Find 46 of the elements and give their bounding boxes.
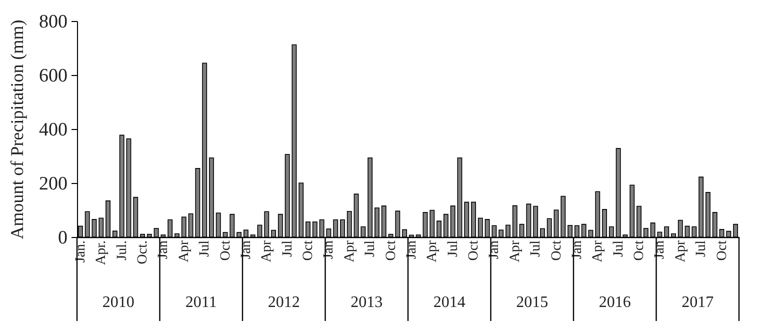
x-tick-label: Apr: [425, 240, 440, 262]
x-tick-label: Jan: [156, 240, 172, 260]
y-tick-label: 800: [39, 12, 68, 32]
text: 2011: [185, 294, 217, 311]
x-tick-label: Oct: [714, 240, 730, 261]
x-tick-label: Jan: [322, 240, 337, 260]
x-tick-label: Oct: [632, 240, 648, 261]
x-tick-label: Oct: [549, 240, 564, 261]
x-tick-label: Jan: [570, 240, 585, 260]
x-tick-label: Apr: [342, 240, 358, 262]
x-tick-label: Jul: [363, 240, 378, 257]
x-tick-label: Apr: [176, 240, 192, 262]
y-axis-title: Amount of Precipitation (mm): [7, 20, 27, 240]
text: 2013: [350, 294, 383, 311]
x-tick-label: Jan: [487, 240, 502, 260]
text: 2015: [516, 294, 548, 311]
x-tick-label: Jul: [446, 240, 461, 257]
x-tick-label: Jan: [238, 240, 254, 260]
text: 2017: [682, 294, 714, 311]
x-tick-label: Jan.: [73, 240, 88, 263]
y-tick-label: 0: [58, 228, 68, 248]
x-tick-label: Jan: [404, 240, 420, 260]
y-tick-label: 400: [39, 120, 68, 140]
x-tick-label: Jul: [694, 240, 710, 257]
x-tick-label: Oct: [301, 240, 316, 261]
x-tick-label: Oct: [218, 240, 234, 261]
x-tick-label: Apr: [590, 240, 606, 262]
x-tick-label: Apr: [673, 240, 688, 262]
text: 2010: [102, 294, 134, 311]
x-tick-label: Jul: [198, 240, 213, 257]
x-tick-label: Apr.: [94, 240, 110, 265]
y-tick-label: 200: [39, 174, 68, 194]
x-tick-label: Apr: [260, 240, 275, 262]
x-tick-label: Apr: [508, 240, 523, 262]
x-tick-label: Jul: [528, 240, 544, 257]
x-tick-label: Oct.: [136, 240, 151, 264]
text: 2014: [433, 294, 466, 311]
x-tick-label: Oct: [384, 240, 399, 261]
x-tick-label: Jul: [611, 240, 626, 257]
x-tick-label: Jul.: [114, 240, 130, 260]
text: 2016: [598, 294, 631, 311]
text: 2012: [268, 294, 300, 311]
x-tick-label: Jan: [652, 240, 668, 260]
y-tick-label: 600: [39, 66, 68, 86]
x-tick-label: Oct: [466, 240, 482, 261]
x-tick-label: Jul: [280, 240, 296, 257]
